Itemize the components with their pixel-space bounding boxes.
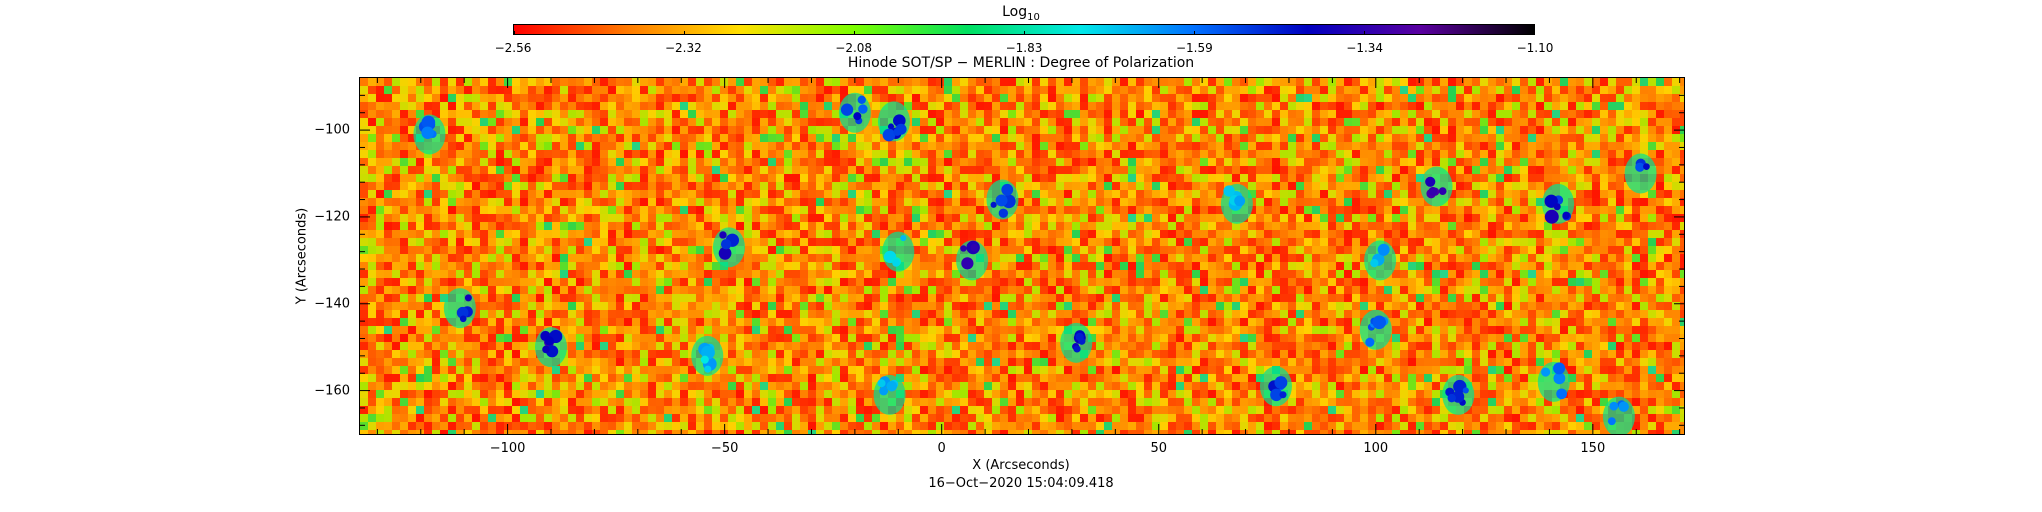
chart-title: Hinode SOT/SP − MERLIN : Degree of Polar…: [847, 55, 1195, 71]
polarization-feature: [413, 114, 446, 155]
x-tick-label: 0: [937, 441, 946, 456]
x-tick-label: 150: [1580, 441, 1606, 456]
axis-ticks: [360, 78, 1684, 434]
y-tick-label: −100: [314, 122, 350, 138]
polarization-feature: [1060, 322, 1093, 363]
colorbar-tick-label: −1.83: [1005, 41, 1043, 55]
polarization-feature: [986, 179, 1019, 220]
x-tick-label: −50: [710, 441, 739, 456]
colorbar-title: Log10: [1002, 4, 1040, 23]
y-tick-label: −140: [314, 296, 350, 312]
polarization-feature: [1602, 396, 1635, 434]
heatmap-texture: [360, 78, 1684, 434]
polarization-feature: [838, 92, 871, 133]
polarization-feature: [1220, 183, 1253, 224]
y-axis-label: Y (Arcseconds): [294, 207, 310, 305]
colorbar-tick: [1364, 31, 1365, 35]
polarization-feature: [1624, 153, 1657, 194]
colorbar-tick-label: −2.56: [494, 41, 532, 55]
colorbar-tick: [1534, 31, 1535, 35]
colorbar-tick: [514, 31, 515, 35]
y-tick-label: −160: [314, 383, 350, 399]
colorbar-tick-label: −2.08: [835, 41, 873, 55]
colorbar-tick-label: −1.59: [1175, 41, 1213, 55]
polarization-feature: [1542, 183, 1575, 224]
polarization-feature: [877, 101, 910, 142]
polarization-feature: [1259, 366, 1292, 407]
colorbar-tick-label: −1.10: [1516, 41, 1554, 55]
colorbar-tick: [854, 31, 855, 35]
timestamp: 16−Oct−2020 15:04:09.418: [928, 476, 1114, 491]
colorbar: [513, 24, 1535, 35]
polarization-feature: [1420, 166, 1453, 207]
polarization-feature: [1364, 240, 1397, 281]
polarization-feature: [712, 227, 745, 268]
polarization-feature: [443, 288, 476, 329]
y-tick-label: −120: [314, 209, 350, 225]
x-axis-label: X (Arcseconds): [972, 458, 1070, 473]
x-tick-label: −100: [489, 441, 526, 456]
polarization-feature: [873, 374, 906, 415]
x-tick-label: 50: [1150, 441, 1168, 456]
colorbar-tick: [1024, 31, 1025, 35]
polarization-feature: [691, 335, 724, 376]
polarization-feature: [1537, 361, 1570, 402]
polarization-feature: [956, 240, 989, 281]
polarization-feature: [535, 327, 568, 368]
heatmap-svg: [360, 78, 1684, 434]
colorbar-tick: [684, 31, 685, 35]
polarization-feature: [1359, 309, 1392, 350]
plot-area: [359, 77, 1685, 435]
x-tick-label: 100: [1363, 441, 1389, 456]
colorbar-tick: [1194, 31, 1195, 35]
colorbar-tick-label: −2.32: [664, 41, 702, 55]
colorbar-tick-label: −1.34: [1346, 41, 1384, 55]
polarization-feature: [882, 231, 915, 272]
polarization-feature: [1442, 374, 1475, 415]
